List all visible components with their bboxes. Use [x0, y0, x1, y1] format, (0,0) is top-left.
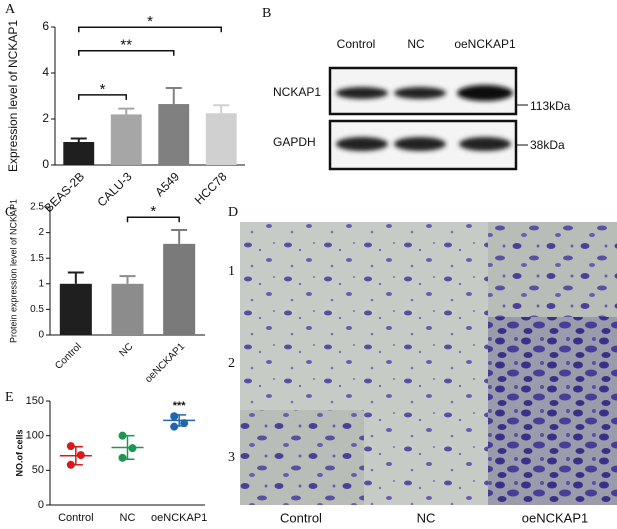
micrograph [240, 317, 364, 410]
lane-label: Control [337, 37, 376, 51]
micrograph [240, 222, 364, 317]
micrograph [364, 222, 488, 317]
band [394, 137, 446, 151]
x-tick-label: CALU-3 [95, 169, 135, 209]
row-label: 3 [228, 450, 235, 465]
micrograph [240, 410, 364, 505]
bar [63, 142, 95, 165]
band [394, 87, 446, 99]
y-tick-label: 2 [42, 111, 49, 125]
band [459, 137, 511, 151]
x-tick-label: HCC78 [192, 169, 230, 207]
y-tick-label: 50 [32, 464, 44, 476]
bar [158, 104, 190, 165]
data-point [118, 453, 127, 462]
band [336, 137, 388, 151]
micrograph [488, 317, 617, 410]
significance-label: * [100, 81, 106, 98]
micrograph [364, 317, 488, 410]
y-tick-label: 100 [26, 430, 44, 442]
row-label: 1 [228, 264, 235, 279]
band-size: 113kDa [530, 99, 571, 113]
y-tick-label: 1.5 [30, 253, 44, 264]
y-tick-label: 1 [38, 278, 44, 289]
significance-bracket [78, 26, 222, 33]
micrographs: D 1 2 3 Control NC oeNCKAP1 [228, 205, 617, 525]
y-tick-label: 0.5 [30, 304, 44, 315]
x-tick-label: oeNCKAP1 [143, 341, 187, 385]
annotation: *** [173, 400, 187, 412]
significance-label: * [150, 203, 156, 220]
significance-bracket [126, 216, 180, 223]
blot: B Control NC oeNCKAP1 NCKAP1 GAPDH 113kD… [262, 6, 571, 171]
significance-label: ** [120, 37, 132, 54]
bar [111, 283, 144, 335]
band-size: 38kDa [530, 138, 565, 152]
x-tick-label: Control [53, 341, 84, 372]
x-tick-label: A549 [152, 169, 182, 199]
row-label: 2 [228, 356, 235, 371]
micrograph [364, 410, 488, 505]
column-label: oeNCKAP1 [522, 510, 588, 525]
significance-bracket [78, 49, 175, 56]
panel-label: C [5, 205, 14, 220]
y-tick-label: 0 [42, 157, 49, 171]
x-tick-label: oeNCKAP1 [151, 512, 207, 524]
significance-bracket [78, 94, 127, 100]
x-tick-label: BEAS-2B [41, 169, 87, 215]
y-tick-label: 2 [38, 227, 44, 238]
panel-label: A [5, 2, 16, 17]
y-axis-label: Expression level of NCKAP1 [6, 20, 20, 172]
x-tick-label: Control [58, 512, 93, 524]
band [336, 87, 388, 99]
x-tick-label: NC [117, 341, 135, 359]
y-tick-label: 2.5 [30, 202, 44, 213]
y-tick-label: 0 [38, 499, 44, 511]
x-tick-label: NC [120, 512, 136, 524]
significance-label: * [147, 13, 153, 30]
y-axis-label: NO.of cells [14, 429, 24, 476]
y-tick-label: 4 [42, 65, 49, 79]
panel-label: D [228, 205, 238, 220]
lane-label: NC [407, 37, 425, 51]
y-tick-label: 150 [26, 395, 44, 407]
column-label: NC [417, 510, 436, 525]
bar [59, 283, 92, 335]
bar [163, 243, 196, 335]
panel-label: E [5, 390, 14, 405]
panel-label: B [262, 6, 271, 21]
bar [110, 114, 142, 165]
data-point [180, 419, 189, 428]
micrograph [488, 410, 617, 505]
y-axis-label: Protein expression level of NCKAP1 [8, 199, 18, 343]
band-name: NCKAP1 [273, 85, 321, 99]
bar [205, 113, 237, 165]
data-point [170, 412, 179, 421]
micrograph [488, 222, 617, 317]
y-tick-label: 6 [42, 19, 49, 33]
band-name: GAPDH [273, 135, 316, 149]
y-tick-label: 0 [38, 330, 44, 341]
lane-label: oeNCKAP1 [454, 37, 516, 51]
column-label: Control [280, 510, 322, 525]
band [457, 85, 513, 101]
